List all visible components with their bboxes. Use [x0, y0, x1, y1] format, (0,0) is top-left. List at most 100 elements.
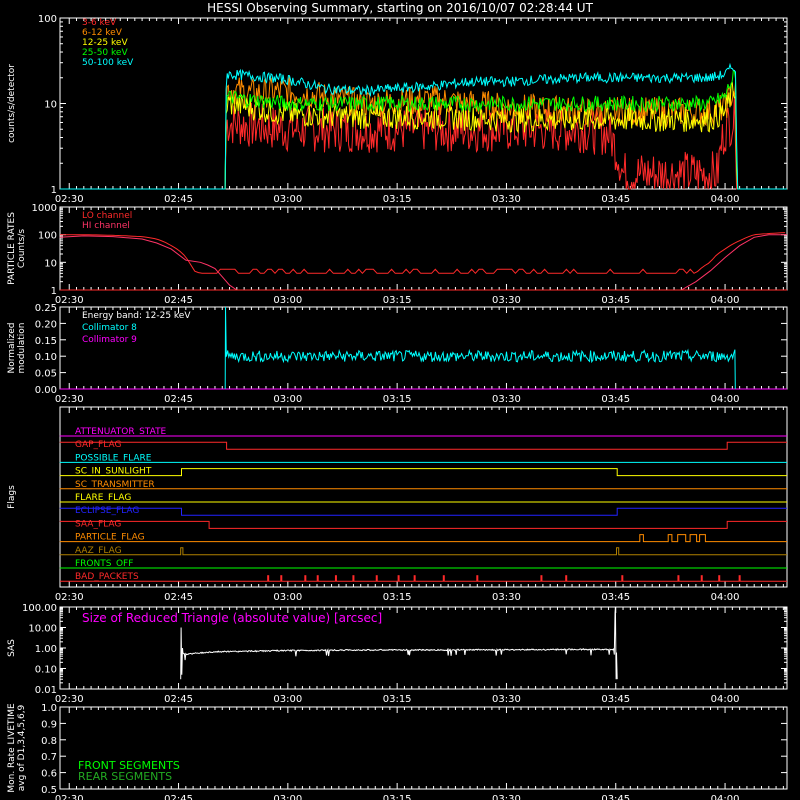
livetime-xtick-label: 02:45 [164, 794, 193, 800]
modulation-ytick-label: 0.25 [35, 303, 57, 314]
lightcurve-ytick-label: 1 [51, 185, 57, 196]
flag-label-9: AAZ_FLAG [75, 546, 122, 556]
legend-1: 6-12 keV [82, 28, 123, 38]
flag-label-5: FLARE_FLAG [75, 493, 131, 503]
page-title: HESSI Observing Summary, starting on 201… [207, 1, 593, 15]
lightcurve-xtick-label: 04:00 [711, 194, 740, 205]
sas-xtick-label: 03:00 [273, 694, 302, 705]
livetime-xtick-label: 03:30 [492, 794, 521, 800]
flag-label-11: BAD_PACKETS [75, 572, 139, 582]
flag-label-2: POSSIBLE_FLARE [75, 453, 152, 463]
livetime-ytick-label: 0.5 [41, 785, 57, 796]
flag-label-3: SC_IN_SUNLIGHT [75, 467, 152, 477]
sas-xtick-label: 02:30 [55, 694, 84, 705]
sas-ytick-label: 0.01 [35, 685, 57, 696]
modulation-xtick-label: 03:45 [601, 394, 630, 405]
flag-line-6 [59, 507, 787, 516]
livetime-xtick-label: 03:00 [273, 794, 302, 800]
flags-xtick-label: 02:30 [55, 592, 84, 603]
modulation-ylabel: modulation [17, 323, 27, 374]
legend-hi: HI channel [82, 221, 130, 231]
flags-xtick-label: 04:00 [711, 592, 740, 603]
modulation-ytick-label: 0.10 [35, 352, 57, 363]
legend-front-segments: FRONT SEGMENTS [78, 759, 180, 772]
livetime-ylabel: Mon. Rate LIVETIME [7, 703, 17, 793]
livetime-ytick-label: 0.8 [41, 736, 57, 747]
livetime-ylabel: avg of D1,3,4,5,6,9 [17, 704, 27, 791]
modulation-xtick-label: 04:00 [711, 394, 740, 405]
flag-line-7 [59, 520, 787, 529]
modulation-xtick-label: 03:15 [383, 394, 412, 405]
series-hi-line [59, 234, 787, 291]
flag-label-4: SC_TRANSMITTER [75, 480, 155, 490]
particle-ytick-label: 1 [51, 286, 57, 297]
sas-ylabel: SAS [7, 639, 17, 657]
livetime-ytick-label: 0.7 [41, 752, 57, 763]
particle-ytick-label: 1000 [32, 203, 57, 214]
particle-xtick-label: 02:30 [55, 295, 84, 306]
series-3-line [60, 69, 787, 190]
livetime-xtick-label: 02:30 [55, 794, 84, 800]
livetime-xtick-label: 03:45 [601, 794, 630, 800]
particle-ytick-label: 10 [44, 258, 57, 269]
legend-collimator8: Collimator 8 [82, 323, 137, 333]
legend-0: 3-6 keV [82, 18, 117, 28]
flag-label-6: ECLIPSE_FLAG [75, 506, 139, 516]
sas-ytick-label: 100.00 [22, 603, 57, 614]
sas-ytick-label: 10.00 [28, 624, 57, 635]
modulation-ytick-label: 0.00 [35, 385, 57, 396]
lightcurve-ytick-label: 100 [38, 14, 57, 25]
modulation-xtick-label: 03:00 [273, 394, 302, 405]
modulation-xtick-label: 02:45 [164, 394, 193, 405]
series-4-line [60, 62, 787, 190]
sas-ytick-label: 1.00 [35, 644, 57, 655]
series-lo-baseline-line [60, 232, 786, 275]
livetime-ytick-label: 0.9 [41, 719, 57, 730]
flags-ylabel: Flags [7, 485, 17, 509]
sas-ytick-label: 0.10 [35, 665, 57, 676]
flags-xtick-label: 03:00 [273, 592, 302, 603]
legend-collimator9: Collimator 9 [82, 335, 137, 345]
flag-line-1 [59, 441, 787, 450]
flag-line-8 [59, 534, 787, 543]
sas-xtick-label: 03:15 [383, 694, 412, 705]
particle-ylabel: PARTICLE RATES [7, 212, 17, 285]
flags-xtick-label: 03:15 [383, 592, 412, 603]
flags-frame [59, 406, 788, 588]
legend-4: 50-100 keV [82, 58, 134, 68]
lightcurve-xtick-label: 02:45 [164, 194, 193, 205]
modulation-ylabel: Normalized [7, 322, 17, 373]
modulation-xtick-label: 03:30 [492, 394, 521, 405]
flags-xtick-label: 02:45 [164, 592, 193, 603]
sas-xtick-label: 03:30 [492, 694, 521, 705]
particle-xtick-label: 03:45 [601, 295, 630, 306]
flag-label-0: ATTENUATOR_STATE [75, 427, 167, 437]
modulation-xtick-label: 02:30 [55, 394, 84, 405]
livetime-ytick-label: 0.6 [41, 769, 57, 780]
livetime-ytick-label: 1.0 [41, 703, 57, 714]
lightcurve-ylabel: counts/s/detector [7, 64, 17, 143]
livetime-frame [59, 706, 788, 790]
flag-line-9 [59, 547, 787, 556]
flag-label-10: FRONTS_OFF [75, 559, 133, 569]
particle-xtick-label: 04:00 [711, 295, 740, 306]
flags-xtick-label: 03:45 [601, 592, 630, 603]
sas-xtick-label: 04:00 [711, 694, 740, 705]
legend-3: 25-50 keV [82, 48, 128, 58]
particle-ytick-label: 100 [38, 231, 57, 242]
particle-xtick-label: 02:45 [164, 295, 193, 306]
energy-band-label: Energy band: 12-25 keV [82, 311, 191, 321]
sas-xtick-label: 02:45 [164, 694, 193, 705]
modulation-ytick-label: 0.05 [35, 369, 57, 380]
flags-xtick-label: 03:30 [492, 592, 521, 603]
livetime-xtick-label: 04:00 [711, 794, 740, 800]
particle-xtick-label: 03:15 [383, 295, 412, 306]
particle-xtick-label: 03:30 [492, 295, 521, 306]
series-collimator8-line [224, 306, 736, 390]
flag-label-8: PARTICLE_FLAG [75, 533, 145, 543]
lightcurve-xtick-label: 03:45 [601, 194, 630, 205]
lightcurve-xtick-label: 03:00 [273, 194, 302, 205]
particle-xtick-label: 03:00 [273, 295, 302, 306]
